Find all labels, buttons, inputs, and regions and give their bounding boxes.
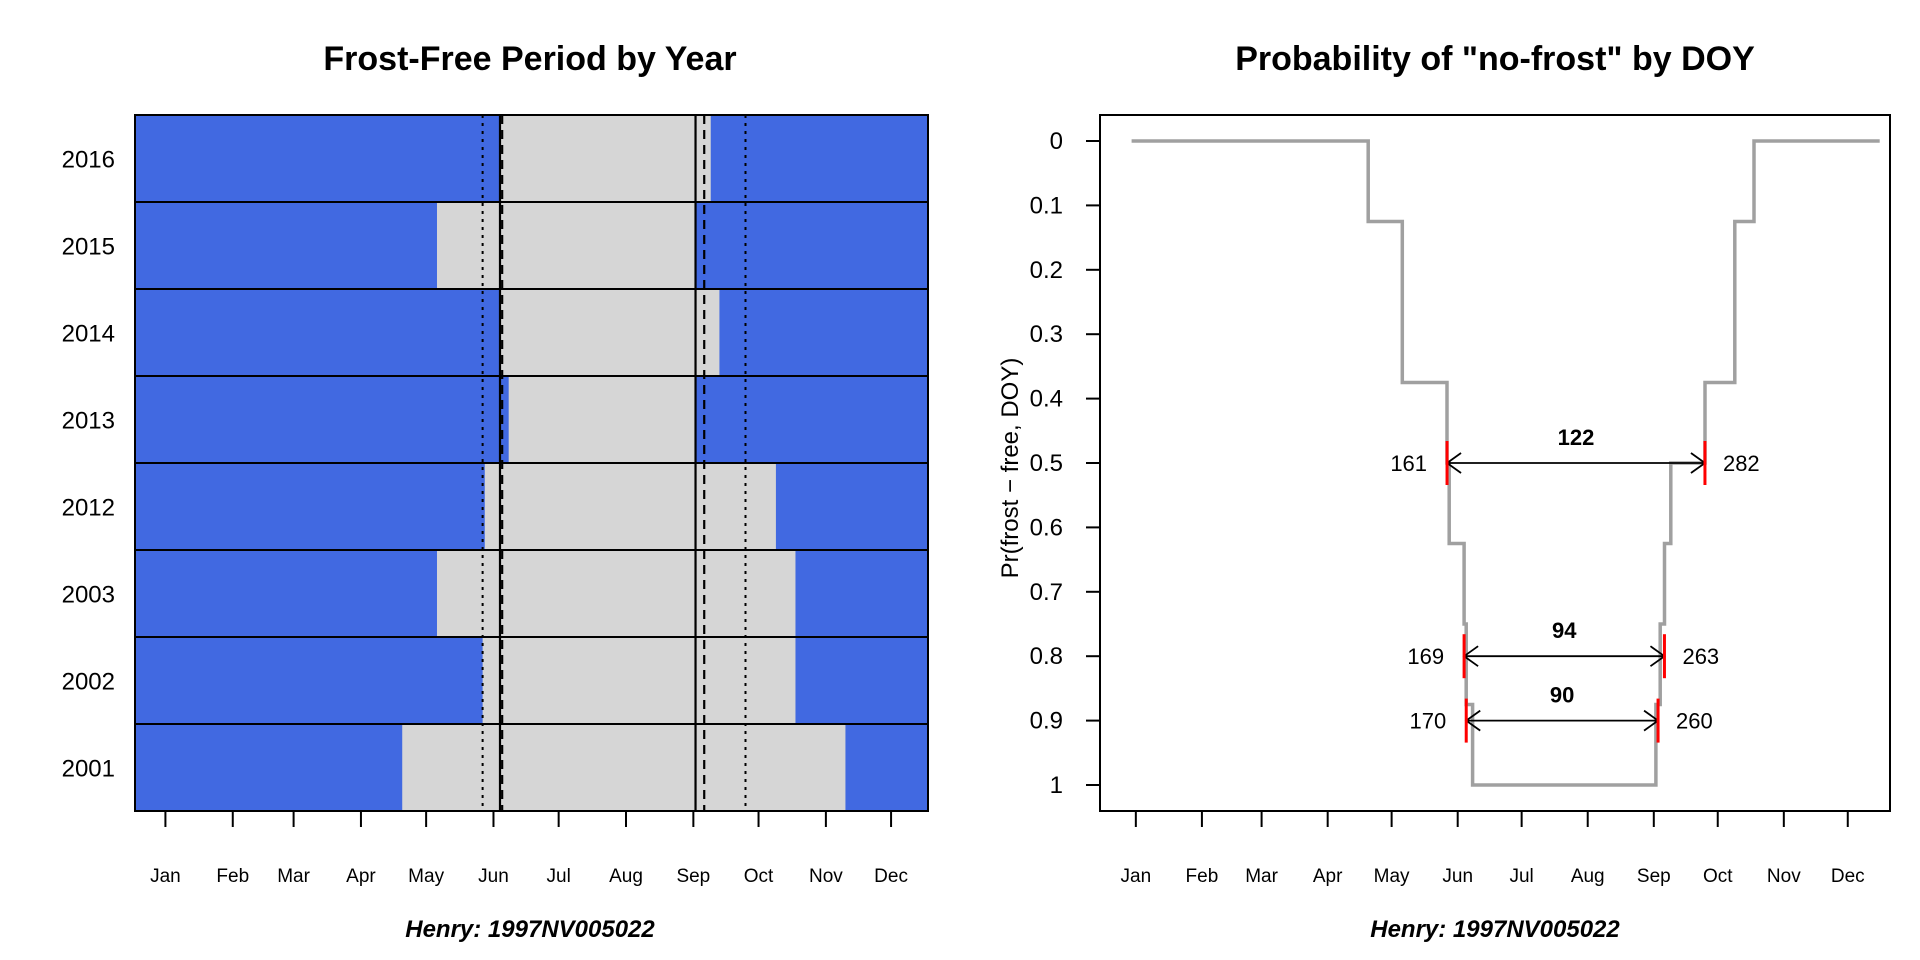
- month-label: Nov: [1767, 866, 1801, 887]
- interval-length-label: 94: [1552, 618, 1577, 643]
- prob-tick-label: 0.9: [1030, 708, 1063, 735]
- year-label: 2012: [62, 495, 115, 522]
- frost-free-bar-2003: [436, 550, 796, 637]
- interval-end-label: 263: [1682, 644, 1719, 669]
- month-label: Jan: [1121, 866, 1152, 887]
- month-label: Oct: [744, 866, 774, 887]
- frost-free-period-chart: Frost-Free Period by Year 20162015201420…: [62, 40, 929, 943]
- prob-tick-label: 0.8: [1030, 643, 1063, 670]
- month-label: Apr: [1313, 866, 1343, 887]
- prob-tick-label: 1: [1050, 772, 1063, 799]
- prob-tick-label: 0.3: [1030, 321, 1063, 348]
- month-label: Aug: [609, 866, 643, 887]
- right-chart-caption: Henry: 1997NV005022: [1370, 916, 1620, 943]
- right-month-axis: Jan Feb Mar Apr May Jun Jul Aug Sep Oct Nov Dec: [1121, 810, 1865, 887]
- month-label: Jul: [547, 866, 571, 887]
- month-label: Mar: [1245, 866, 1278, 887]
- month-label: Sep: [1637, 866, 1671, 887]
- frost-free-bar-2002: [482, 637, 796, 724]
- frost-free-bar-2015: [436, 202, 696, 289]
- year-axis: 2016 2015 2014 2013 2012 2003 2002 2001: [62, 147, 115, 783]
- frost-free-bar-2001: [402, 724, 846, 811]
- prob-tick-label: 0: [1050, 128, 1063, 155]
- year-label: 2002: [62, 669, 115, 696]
- interval-end-label: 282: [1723, 451, 1760, 476]
- year-label: 2016: [62, 147, 115, 174]
- month-label: Mar: [277, 866, 310, 887]
- month-label: Feb: [1186, 866, 1219, 887]
- interval-start-label: 169: [1407, 644, 1444, 669]
- frost-free-bar-2014: [499, 289, 720, 376]
- year-label: 2014: [62, 321, 115, 348]
- month-label: Jul: [1509, 866, 1533, 887]
- year-label: 2013: [62, 408, 115, 435]
- frost-free-bar-2016: [499, 115, 711, 202]
- interval-end-label: 260: [1676, 709, 1713, 734]
- interval-start-label: 170: [1410, 709, 1447, 734]
- prob-tick-label: 0.7: [1030, 579, 1063, 606]
- probability-axis: 0 0.1 0.2 0.3 0.4 0.5 0.6 0.7 0.8 0.9 1: [1030, 128, 1101, 799]
- year-bars: [135, 115, 928, 811]
- month-label: Dec: [1831, 866, 1865, 887]
- month-label: May: [1374, 866, 1410, 887]
- month-label: May: [408, 866, 444, 887]
- month-label: Jan: [150, 866, 181, 887]
- year-label: 2001: [62, 756, 115, 783]
- year-label: 2003: [62, 582, 115, 609]
- interval-94: 94 169 263: [1407, 618, 1719, 679]
- month-label: Jun: [1442, 866, 1473, 887]
- year-label: 2015: [62, 234, 115, 261]
- month-label: Dec: [874, 866, 908, 887]
- right-y-axis-label: Pr(frost − free, DOY): [997, 358, 1024, 579]
- left-month-axis: Jan Feb Mar Apr May Jun Jul Aug Sep Oct Nov Dec: [150, 810, 908, 887]
- frost-free-bar-2013: [508, 376, 696, 463]
- prob-tick-label: 0.1: [1030, 192, 1063, 219]
- probability-intervals: 122 161 282 94 169 263 90 170 260: [1390, 425, 1760, 743]
- prob-tick-label: 0.2: [1030, 257, 1063, 284]
- month-label: Nov: [809, 866, 843, 887]
- month-label: Aug: [1571, 866, 1605, 887]
- prob-tick-label: 0.4: [1030, 386, 1063, 413]
- interval-start-label: 161: [1390, 451, 1427, 476]
- month-label: Feb: [216, 866, 249, 887]
- probability-curve: [1131, 139, 1880, 787]
- prob-tick-label: 0.6: [1030, 514, 1063, 541]
- left-chart-caption: Henry: 1997NV005022: [405, 916, 655, 943]
- right-chart-title: Probability of "no-frost" by DOY: [1235, 40, 1755, 78]
- probability-step-line: [1131, 139, 1880, 787]
- interval-length-label: 90: [1550, 683, 1574, 708]
- interval-length-label: 122: [1558, 425, 1595, 450]
- month-label: Apr: [346, 866, 376, 887]
- frost-free-bar-2012: [484, 463, 776, 550]
- month-label: Oct: [1703, 866, 1733, 887]
- interval-90: 90 170 260: [1410, 683, 1713, 743]
- prob-tick-label: 0.5: [1030, 450, 1063, 477]
- month-label: Sep: [676, 866, 710, 887]
- month-label: Jun: [478, 866, 509, 887]
- left-chart-title: Frost-Free Period by Year: [323, 40, 736, 78]
- interval-122: 122 161 282: [1390, 425, 1760, 485]
- no-frost-probability-chart: Probability of "no-frost" by DOY 122 161 2…: [997, 40, 1891, 943]
